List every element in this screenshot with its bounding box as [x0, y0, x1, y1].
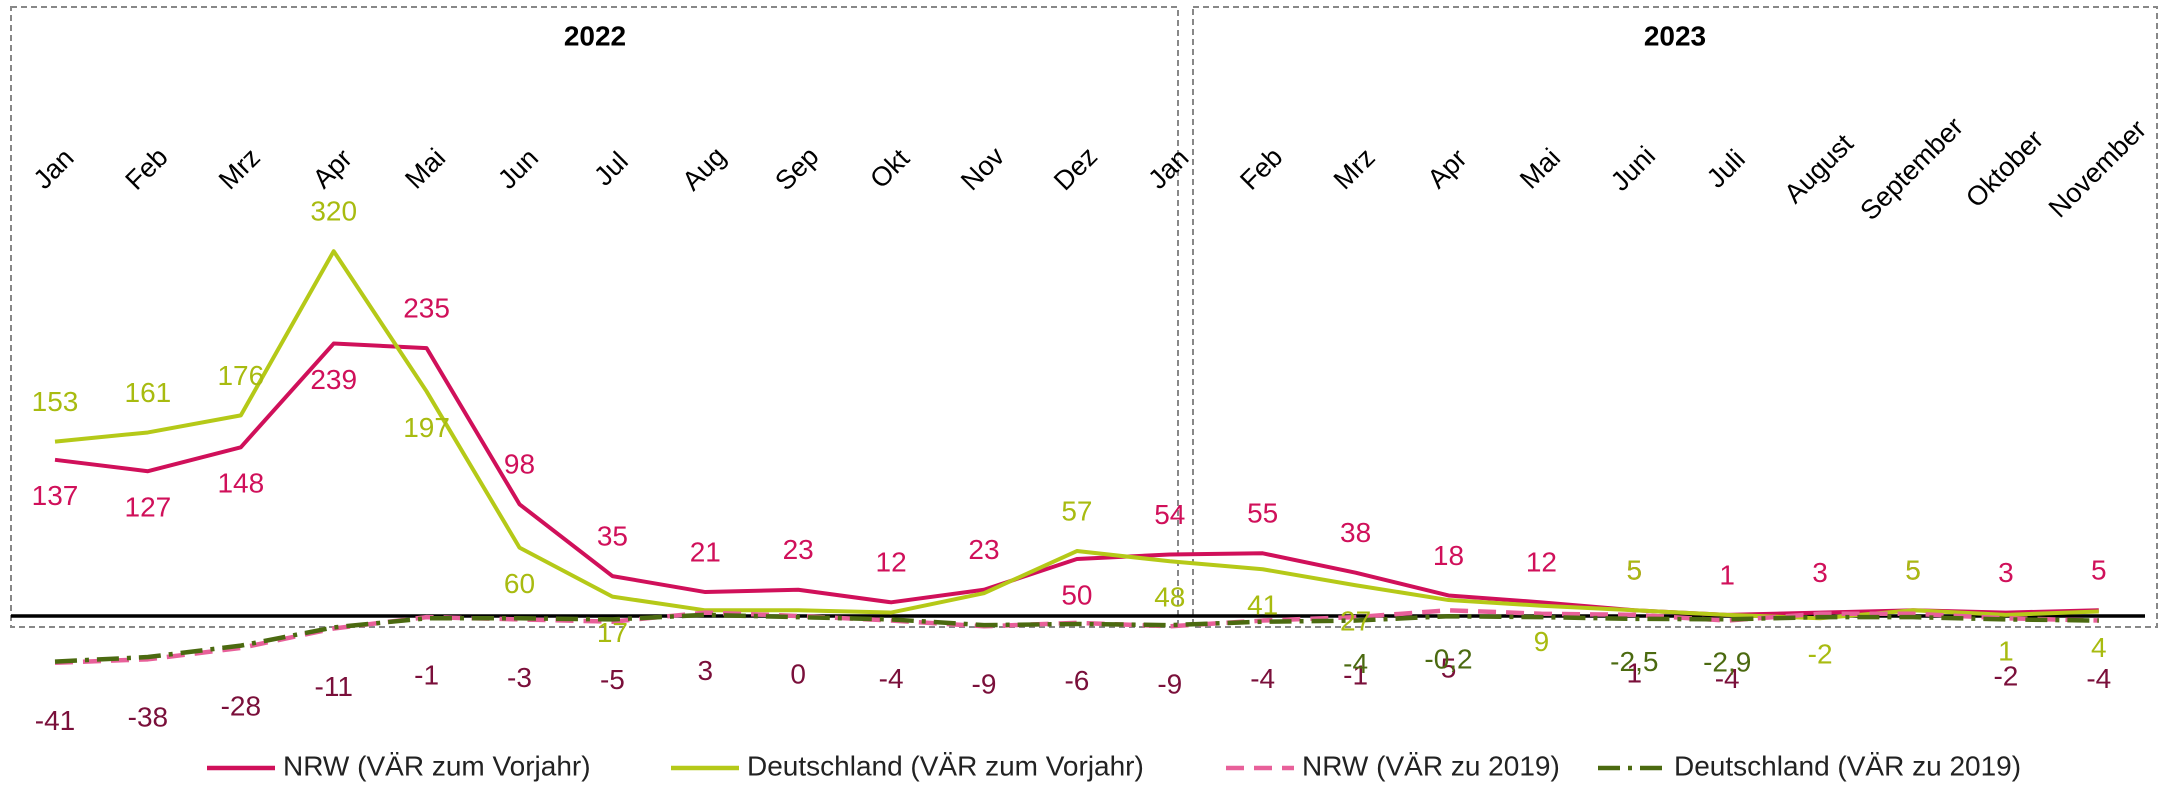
x-tick-label: Apr	[307, 143, 358, 194]
data-label: -9	[972, 669, 997, 700]
data-label: 1	[1719, 559, 1735, 590]
series-line	[54, 612, 2099, 664]
data-label: 239	[310, 364, 357, 395]
data-label: 48	[1154, 582, 1185, 613]
data-label: 3	[1998, 557, 2014, 588]
data-label: -38	[128, 702, 168, 733]
x-tick-label: Dez	[1048, 141, 1103, 196]
x-tick-label: Mrz	[213, 142, 266, 195]
legend-label: NRW (VÄR zu 2019)	[1302, 750, 1560, 781]
data-label: 5	[1905, 555, 1921, 586]
data-label: 5	[1905, 555, 1921, 586]
x-tick-label: Sep	[769, 141, 824, 196]
x-tick-label: Nov	[955, 141, 1011, 197]
x-tick-label: Juni	[1605, 141, 1661, 197]
data-label: 320	[310, 196, 357, 227]
data-label: 23	[783, 534, 814, 565]
data-label: 235	[403, 292, 450, 323]
data-label: 161	[125, 377, 172, 408]
data-label: 50	[1061, 579, 1092, 610]
data-label: 197	[403, 412, 450, 443]
data-label: 12	[1526, 547, 1557, 578]
data-label: 23	[968, 534, 999, 565]
data-label: -9	[1157, 669, 1182, 700]
data-label: 127	[125, 492, 172, 523]
x-tick-label: Juli	[1701, 144, 1751, 194]
data-label: 153	[32, 386, 79, 417]
data-label: -4	[2086, 663, 2111, 694]
data-label: 5	[2091, 555, 2107, 586]
data-label: 27	[1340, 606, 1371, 637]
data-label: 18	[1433, 540, 1464, 571]
data-label: -4	[879, 663, 904, 694]
data-label: -2,5	[1610, 646, 1658, 677]
legend-label: NRW (VÄR zum Vorjahr)	[283, 750, 591, 781]
data-label: 41	[1247, 590, 1278, 621]
x-tick-label: Mai	[399, 143, 451, 195]
data-label: 176	[217, 360, 264, 391]
data-label: 3	[1812, 557, 1828, 588]
data-label: 17	[597, 617, 628, 648]
data-label: 9	[1534, 626, 1550, 657]
data-label: -4	[1250, 663, 1275, 694]
data-label: -0,2	[1424, 644, 1472, 675]
legend-label: Deutschland (VÄR zum Vorjahr)	[747, 750, 1144, 781]
panel-frame	[10, 6, 1179, 628]
x-tick-label: Okt	[864, 143, 915, 194]
data-label: -4	[1343, 648, 1368, 679]
x-tick-label: Oktober	[1960, 124, 2049, 213]
data-label: -2	[1993, 661, 2018, 692]
x-tick-label: Jan	[28, 143, 80, 195]
data-label: 21	[690, 536, 721, 567]
data-label: 5	[1441, 653, 1457, 684]
data-label: 1	[1627, 657, 1643, 688]
data-label: -2,9	[1703, 647, 1751, 678]
x-tick-label: Feb	[1234, 142, 1288, 196]
data-label: 0	[790, 658, 806, 689]
data-label: -3	[507, 662, 532, 693]
x-tick-label: Aug	[676, 141, 731, 196]
x-tick-label: Jun	[492, 143, 544, 195]
x-tick-label: Mai	[1514, 143, 1566, 195]
data-label: 60	[504, 568, 535, 599]
legend-label: Deutschland (VÄR zu 2019)	[1674, 750, 2021, 781]
data-label: 5	[1627, 555, 1643, 586]
x-tick-label: Jan	[1142, 143, 1194, 195]
data-label: -41	[35, 705, 75, 736]
data-label: -1	[414, 660, 439, 691]
x-tick-label: Jul	[588, 146, 634, 192]
data-label: 3	[698, 655, 714, 686]
data-label: 1	[1998, 635, 2014, 666]
data-label: 5	[1627, 555, 1643, 586]
data-label: 35	[597, 520, 628, 551]
data-label: -1	[1343, 660, 1368, 691]
data-label: 57	[1061, 495, 1092, 526]
x-tick-label: Apr	[1422, 143, 1473, 194]
data-label: -5	[600, 664, 625, 695]
data-label: 55	[1247, 498, 1278, 529]
x-tick-label: September	[1854, 111, 1969, 226]
data-label: 54	[1154, 499, 1185, 530]
data-label: 38	[1340, 517, 1371, 548]
data-label: -11	[315, 671, 353, 702]
data-label: 137	[32, 480, 79, 511]
x-tick-label: Feb	[120, 142, 174, 196]
data-label: 4	[2091, 632, 2107, 663]
series-line	[54, 341, 2099, 617]
series-line	[54, 249, 2099, 621]
data-label: -2	[1808, 639, 1833, 670]
data-label: 148	[217, 468, 264, 499]
panel-frame	[1192, 6, 2158, 628]
data-label: -28	[221, 690, 261, 721]
x-tick-label: Mrz	[1328, 142, 1381, 195]
data-label: -4	[1715, 663, 1740, 694]
panel-title: 2023	[1644, 20, 1706, 51]
panel-title: 2022	[564, 20, 626, 51]
x-tick-label: November	[2043, 114, 2152, 223]
data-label: -6	[1064, 665, 1089, 696]
data-label: 98	[504, 449, 535, 480]
data-label: 12	[876, 547, 907, 578]
x-tick-label: August	[1778, 128, 1859, 209]
